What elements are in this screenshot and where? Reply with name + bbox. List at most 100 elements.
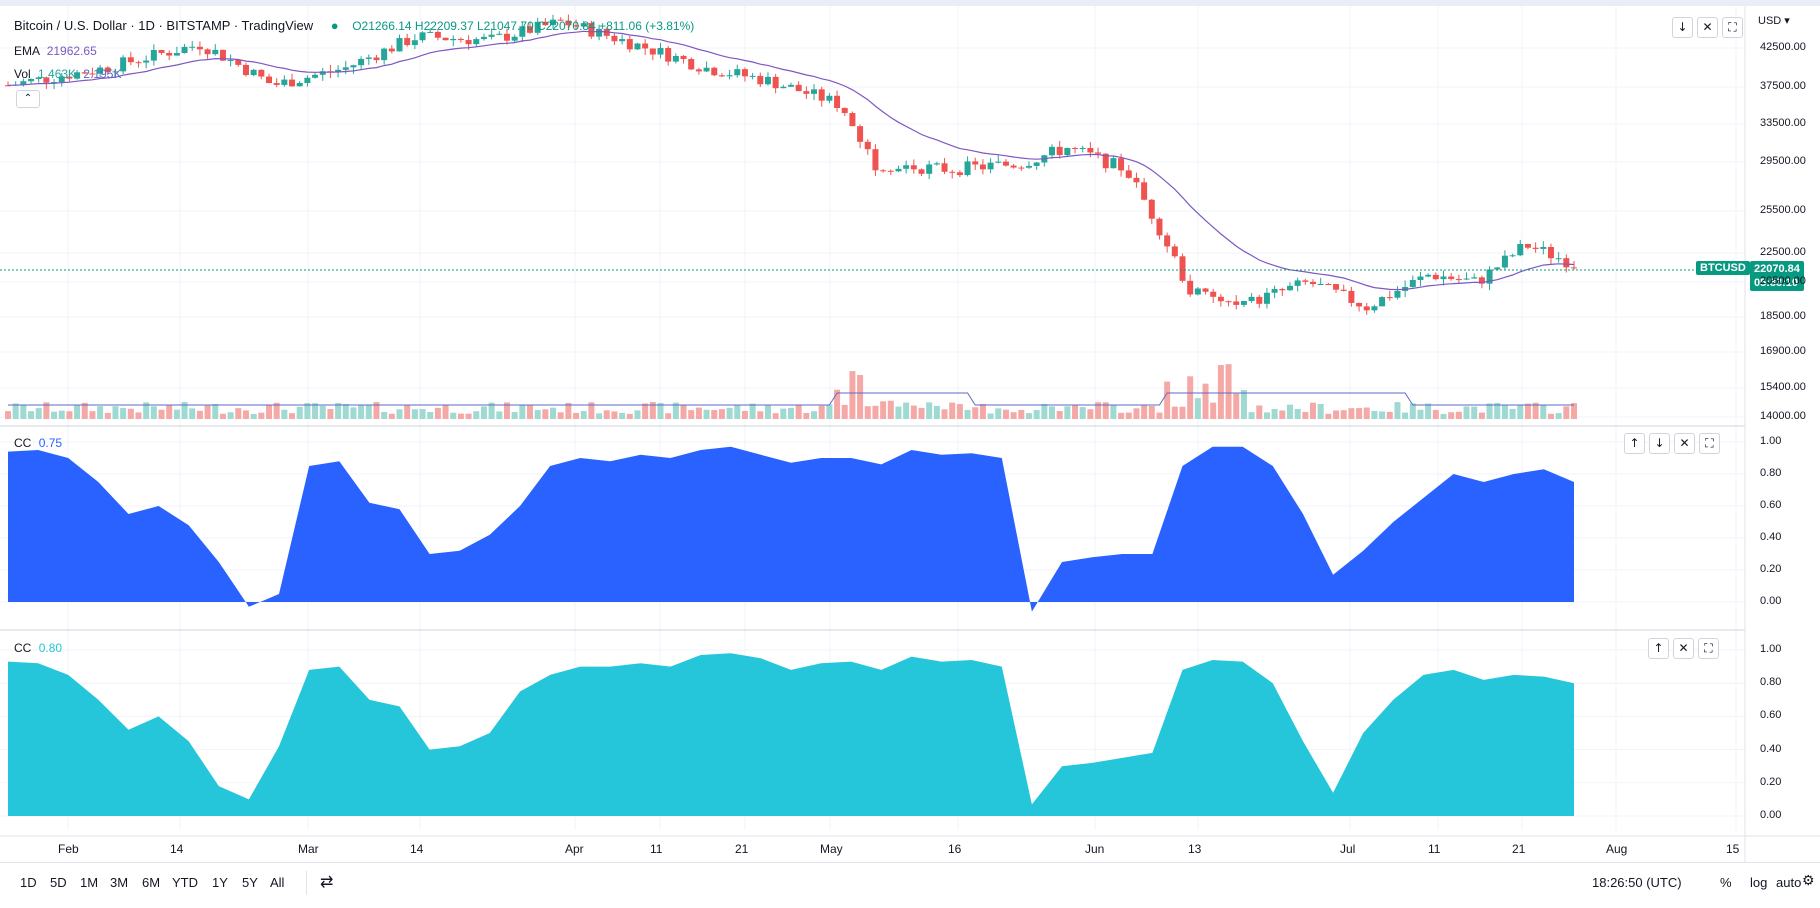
utc-clock[interactable]: 18:26:50 (UTC) [1592,875,1682,890]
candle-body [1102,153,1109,169]
volume-bar [811,411,818,419]
candle-body [910,165,917,170]
timeframe-6m-button[interactable]: 6M [142,875,161,890]
timeframe-1m-button[interactable]: 1M [80,875,99,890]
volume-bar [235,408,242,419]
volume-bar [880,401,887,419]
volume-bar [281,409,288,419]
volume-bar [565,402,572,419]
candle-body [450,38,457,41]
candle-body [488,34,495,37]
chart-canvas[interactable] [0,6,1820,862]
volume-bar [20,404,27,419]
volume-bars [5,364,1577,419]
volume-bar [204,405,211,419]
candle-body [250,69,257,76]
volume-bar [196,410,203,419]
timeframe-1d-button[interactable]: 1D [20,875,37,890]
volume-bar [1095,402,1102,419]
volume-bar [135,412,142,419]
ema-legend[interactable]: EMA 21962.65 [14,44,97,58]
currency-selector[interactable]: USD ▾ [1758,15,1790,27]
candle-body [258,69,265,77]
time-tick: 14 [410,842,424,856]
vol-legend[interactable]: Vol 1.463K 2.195K [14,67,121,81]
settings-gear-icon[interactable]: ⚙ [1802,872,1815,888]
price-tick: 15400.00 [1760,381,1806,393]
move-down-icon[interactable]: ↓ [1649,433,1670,454]
candle-body [1271,289,1278,293]
collapse-legend-button[interactable]: ⌃ [16,90,40,108]
percent-toggle[interactable]: % [1720,875,1732,890]
cc2-area [8,653,1574,816]
close-icon[interactable]: ✕ [1674,433,1695,454]
candle-body [1440,276,1447,280]
volume-bar [1110,404,1117,419]
timeframe-1y-button[interactable]: 1Y [212,875,228,890]
maximize-icon[interactable]: ⛶ [1698,638,1719,659]
candle-body [926,164,933,174]
ema-value: 21962.65 [46,44,97,58]
maximize-icon[interactable]: ⛶ [1722,17,1743,38]
candle-body [457,38,464,41]
candle-body [242,64,249,76]
volume-bar [818,405,825,419]
candle-body [1532,247,1539,249]
candle-body [143,60,150,63]
volume-bar [933,405,940,419]
log-toggle[interactable]: log [1750,875,1768,890]
volume-bar [304,403,311,419]
volume-bar [841,404,848,419]
candle-body [1002,161,1009,166]
candle-body [979,164,986,170]
cc1-area [8,446,1574,612]
volume-bar [527,405,533,419]
volume-bar [703,409,710,419]
volume-bar [588,402,595,419]
status-dot-icon: ● [330,18,339,33]
candle-body [373,57,380,61]
volume-bar [1571,403,1577,419]
volume-bar [28,411,35,419]
candle-body [350,65,357,68]
close-icon[interactable]: ✕ [1673,638,1694,659]
cc1-legend[interactable]: CC 0.75 [14,436,62,450]
timeframe-all-button[interactable]: All [270,875,285,890]
candle-body [573,25,580,27]
candle-body [672,55,679,62]
date-range-icon[interactable]: ⇄ [320,874,334,891]
candlestick-series[interactable] [5,14,1577,315]
ema-label: EMA [14,44,40,58]
symbol-legend[interactable]: Bitcoin / U.S. Dollar · 1D · BITSTAMP · … [14,18,694,33]
volume-bar [150,406,157,419]
auto-toggle[interactable]: auto [1776,875,1802,890]
price-tick: 29500.00 [1760,155,1806,167]
move-up-icon[interactable]: ↑ [1648,638,1669,659]
cc2-legend[interactable]: CC 0.80 [14,641,62,655]
last-price-tag: 22070.84 05:33:10 [1750,261,1804,291]
timeframe-3m-button[interactable]: 3M [110,875,129,890]
candle-body [319,71,326,75]
volume-bar [465,413,472,419]
volume-bar [826,404,833,419]
cc-tick: 0.60 [1760,709,1782,722]
candle-body [496,33,503,35]
candle-body [1294,280,1301,286]
volume-bar [695,407,702,419]
volume-bar [995,408,1002,419]
currency-label: USD [1758,15,1782,27]
volume-bar [1271,408,1278,419]
volume-bar [1371,410,1378,419]
candle-body [358,58,365,66]
timeframe-ytd-button[interactable]: YTD [172,875,198,890]
volume-bar [1333,410,1340,419]
move-down-icon[interactable]: ↓ [1672,17,1693,38]
move-up-icon[interactable]: ↑ [1624,433,1645,454]
candle-body [1187,280,1194,295]
timeframe-5y-button[interactable]: 5Y [242,875,258,890]
maximize-icon[interactable]: ⛶ [1699,433,1720,454]
candle-body [634,43,641,50]
volume-bar [104,412,111,419]
timeframe-5d-button[interactable]: 5D [50,875,67,890]
close-icon[interactable]: ✕ [1697,17,1718,38]
